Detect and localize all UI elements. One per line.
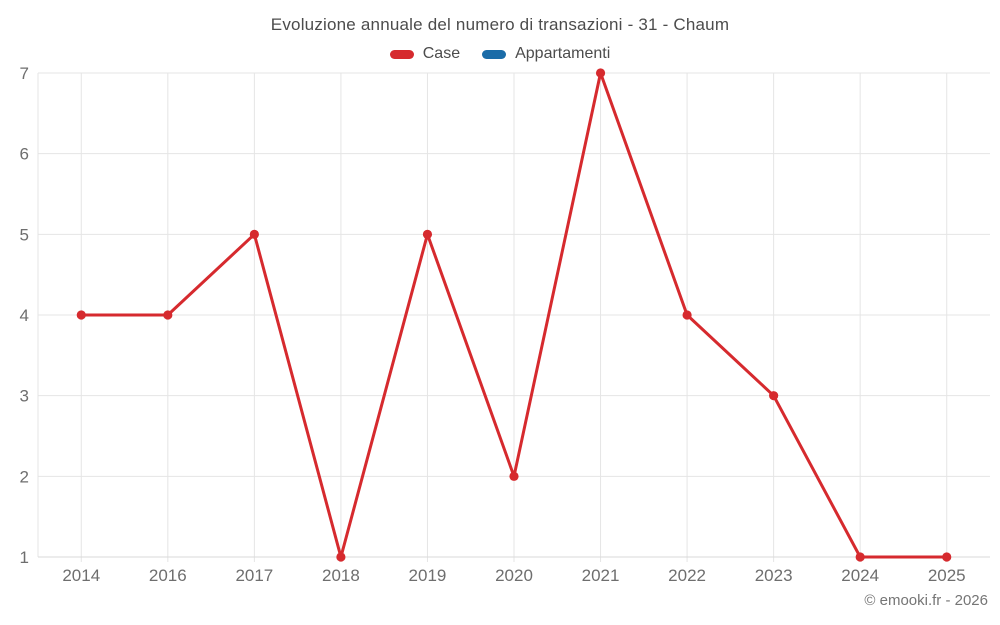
y-tick-label-5: 5 <box>20 225 29 244</box>
x-tick-label-2021: 2021 <box>582 566 620 585</box>
data-point-case-2021[interactable] <box>595 68 606 78</box>
legend-marker-appartamenti <box>482 49 507 59</box>
legend-item-appartamenti[interactable]: Appartamenti <box>482 45 610 63</box>
x-tick-label-2018: 2018 <box>322 566 360 585</box>
x-tick-label-2024: 2024 <box>841 566 879 585</box>
x-tick-label-2022: 2022 <box>668 566 706 585</box>
x-tick-label-2023: 2023 <box>755 566 793 585</box>
data-point-case-2025[interactable] <box>942 552 952 562</box>
y-tick-label-3: 3 <box>20 387 29 406</box>
data-point-case-2020[interactable] <box>509 471 519 481</box>
legend-label-appartamenti: Appartamenti <box>515 45 611 62</box>
x-tick-label-2017: 2017 <box>235 566 273 585</box>
y-tick-label-4: 4 <box>20 306 29 325</box>
x-tick-label-2019: 2019 <box>409 566 447 585</box>
legend-marker-case <box>389 49 414 59</box>
y-tick-label-6: 6 <box>20 145 29 164</box>
y-tick-label-1: 1 <box>20 548 29 567</box>
data-point-case-2014[interactable] <box>76 310 86 320</box>
x-tick-label-2016: 2016 <box>149 566 187 585</box>
data-point-case-2017[interactable] <box>249 229 259 239</box>
legend-item-case[interactable]: Case <box>389 45 461 63</box>
y-tick-label-7: 7 <box>20 64 29 83</box>
chart-title: Evoluzione annuale del numero di transaz… <box>270 15 730 34</box>
data-point-case-2023[interactable] <box>769 391 779 401</box>
y-tick-label-2: 2 <box>20 467 29 486</box>
data-point-case-2016[interactable] <box>163 310 173 320</box>
data-point-case-2019[interactable] <box>422 229 433 239</box>
x-tick-label-2025: 2025 <box>928 566 966 585</box>
data-point-case-2022[interactable] <box>682 310 692 320</box>
x-tick-label-2014: 2014 <box>62 566 100 585</box>
legend: Case Appartamenti <box>0 45 1000 63</box>
legend-label-case: Case <box>422 45 461 62</box>
data-point-case-2024[interactable] <box>855 552 865 562</box>
x-tick-label-2020: 2020 <box>495 566 533 585</box>
credits-link[interactable]: © emooki.fr - 2026 <box>864 592 988 609</box>
data-point-case-2018[interactable] <box>336 552 346 562</box>
